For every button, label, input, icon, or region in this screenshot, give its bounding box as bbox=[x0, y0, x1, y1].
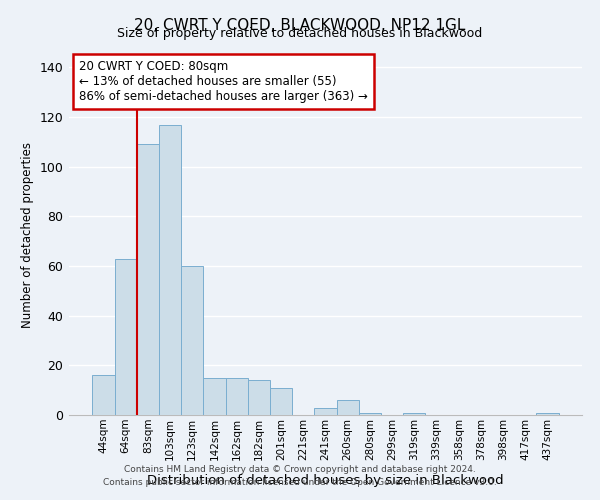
Text: Contains public sector information licensed under the Open Government Licence v3: Contains public sector information licen… bbox=[103, 478, 497, 487]
Bar bbox=[403, 412, 425, 415]
Bar bbox=[337, 400, 359, 415]
Bar bbox=[248, 380, 270, 415]
Bar bbox=[137, 144, 159, 415]
Bar bbox=[536, 412, 559, 415]
Bar bbox=[115, 258, 137, 415]
Text: Size of property relative to detached houses in Blackwood: Size of property relative to detached ho… bbox=[118, 28, 482, 40]
Text: 20 CWRT Y COED: 80sqm
← 13% of detached houses are smaller (55)
86% of semi-deta: 20 CWRT Y COED: 80sqm ← 13% of detached … bbox=[79, 60, 368, 104]
Bar bbox=[314, 408, 337, 415]
Bar bbox=[181, 266, 203, 415]
X-axis label: Distribution of detached houses by size in Blackwood: Distribution of detached houses by size … bbox=[147, 474, 504, 487]
Bar bbox=[226, 378, 248, 415]
Bar bbox=[359, 412, 381, 415]
Bar bbox=[270, 388, 292, 415]
Bar bbox=[203, 378, 226, 415]
Text: 20, CWRT Y COED, BLACKWOOD, NP12 1GL: 20, CWRT Y COED, BLACKWOOD, NP12 1GL bbox=[134, 18, 466, 32]
Y-axis label: Number of detached properties: Number of detached properties bbox=[21, 142, 34, 328]
Text: Contains HM Land Registry data © Crown copyright and database right 2024.: Contains HM Land Registry data © Crown c… bbox=[124, 466, 476, 474]
Bar bbox=[92, 376, 115, 415]
Bar bbox=[159, 124, 181, 415]
